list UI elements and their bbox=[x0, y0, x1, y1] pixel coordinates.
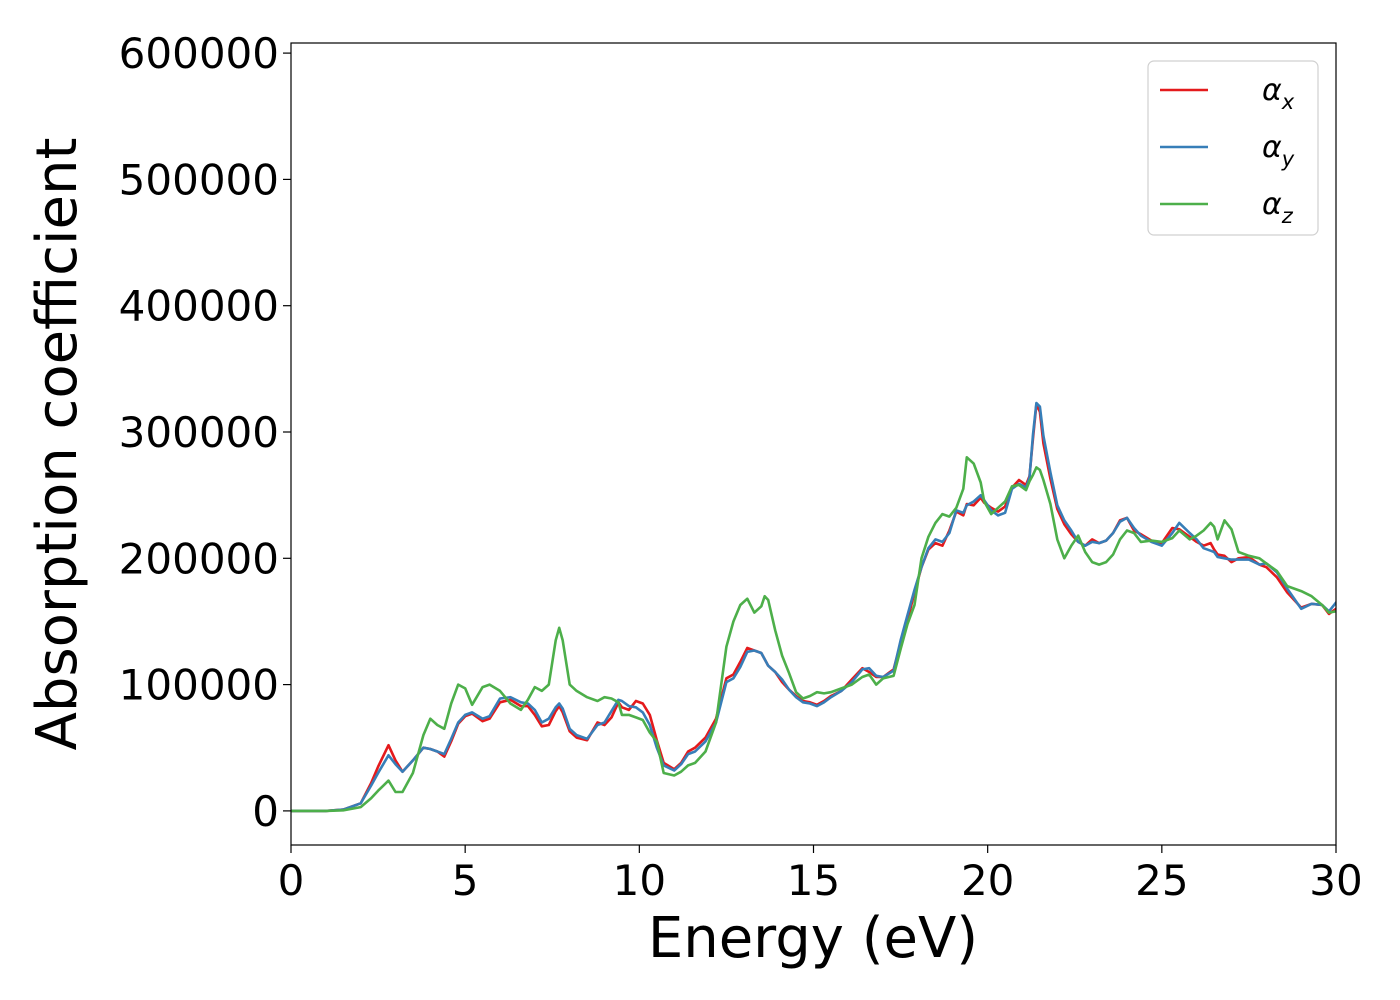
y-tick-label: 200000 bbox=[119, 534, 279, 583]
y-tick-label: 400000 bbox=[119, 282, 279, 331]
y-axis-title: Absorption coefficient bbox=[25, 138, 90, 751]
x-tick-label: 15 bbox=[787, 856, 840, 905]
x-tick-label: 25 bbox=[1135, 856, 1188, 905]
x-tick-label: 0 bbox=[278, 856, 305, 905]
series-line-z bbox=[291, 456, 1336, 813]
x-axis: 0 5 10 15 20 25 30 bbox=[278, 845, 1363, 905]
x-tick-label: 10 bbox=[613, 856, 666, 905]
y-axis: 0 100000 200000 300000 400000 500000 600000 bbox=[119, 29, 291, 836]
y-tick-label: 300000 bbox=[119, 408, 279, 457]
x-tick-label: 20 bbox=[961, 856, 1014, 905]
y-tick-label: 100000 bbox=[119, 661, 279, 710]
legend: αx αy αz bbox=[1147, 60, 1319, 236]
x-tick-label: 5 bbox=[452, 856, 479, 905]
legend-label-x: αx bbox=[1262, 73, 1295, 114]
legend-label-y: αy bbox=[1262, 130, 1295, 171]
series-line-x bbox=[291, 402, 1336, 813]
y-tick-label: 0 bbox=[252, 787, 279, 836]
legend-box bbox=[1147, 60, 1319, 236]
series-layer bbox=[291, 401, 1336, 813]
legend-label-z: αz bbox=[1262, 187, 1294, 228]
x-tick-label: 30 bbox=[1309, 856, 1362, 905]
y-tick-label: 600000 bbox=[119, 29, 279, 78]
x-axis-title: Energy (eV) bbox=[648, 906, 978, 971]
y-tick-label: 500000 bbox=[119, 155, 279, 204]
